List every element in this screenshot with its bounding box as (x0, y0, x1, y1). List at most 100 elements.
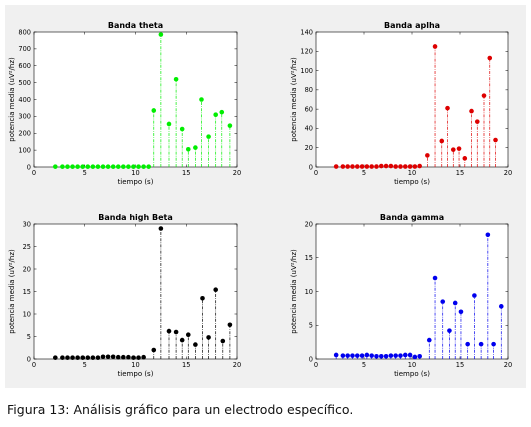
data-point (402, 352, 408, 358)
data-point (359, 353, 365, 358)
data-point (115, 354, 121, 360)
data-point (110, 354, 116, 360)
data-point (383, 163, 389, 169)
data-point (456, 146, 462, 151)
y-tick-label: 120 (300, 48, 313, 56)
data-point (60, 164, 65, 169)
y-axis-label: potencia media (uV²/hz) (290, 249, 298, 334)
data-point (333, 164, 339, 169)
data-point (53, 164, 58, 169)
data-point (350, 164, 355, 169)
plot-area (315, 31, 509, 168)
data-point (393, 353, 398, 358)
data-point (206, 134, 211, 139)
data-point (166, 121, 172, 127)
data-point (458, 309, 464, 315)
caption-text: Análisis gráfico para un electrodo espec… (69, 402, 354, 417)
x-axis-label: tiempo (s) (118, 370, 154, 378)
data-point (200, 295, 205, 301)
x-tick-label: 15 (456, 361, 464, 369)
data-point (65, 355, 70, 360)
data-point (136, 164, 141, 169)
y-tick-label: 15 (305, 254, 313, 262)
data-point (173, 329, 179, 335)
subplot-2: Banda aplha 0 5 10 15 20 0 20 40 60 80 100 120 140 tie… (290, 21, 512, 186)
data-point (378, 354, 384, 359)
y-tick-label: 0 (309, 163, 313, 171)
x-tick-label: 10 (131, 169, 139, 177)
data-point (100, 164, 106, 169)
data-point (450, 147, 456, 152)
x-tick-label: 5 (362, 169, 366, 177)
data-point (193, 342, 198, 347)
data-point (412, 354, 418, 360)
y-tick-label: 20 (305, 220, 313, 228)
y-tick-label: 10 (305, 288, 313, 296)
y-tick-label: 0 (27, 163, 31, 171)
data-point (166, 328, 172, 334)
x-tick-label: 10 (131, 361, 139, 369)
data-point (90, 355, 96, 360)
data-point (364, 352, 370, 358)
data-point (333, 352, 339, 358)
data-point (340, 164, 346, 169)
data-point (378, 163, 384, 169)
caption-label: Figura 13: (7, 402, 70, 417)
x-tick-label: 5 (83, 169, 87, 177)
data-point (179, 337, 185, 343)
figure-caption: Figura 13: Análisis gráfico para un elec… (7, 402, 353, 417)
data-point (136, 355, 141, 360)
data-point (498, 304, 504, 309)
data-point (393, 164, 398, 169)
data-point (439, 138, 445, 144)
y-tick-label: 400 (18, 96, 31, 104)
y-tick-label: 40 (305, 125, 313, 133)
data-point (219, 109, 225, 115)
y-tick-label: 700 (18, 45, 31, 53)
data-point (158, 32, 164, 37)
data-point (227, 123, 233, 128)
figure-panel: Banda theta 0 5 10 15 20 0 100 200 300 400 500 600 70… (5, 5, 526, 388)
data-point (110, 164, 116, 169)
y-axis-label: potencia media (uV²/hz) (290, 57, 298, 142)
x-tick-label: 0 (314, 169, 318, 177)
chart-title: Banda high Beta (98, 213, 173, 222)
data-point (478, 341, 484, 347)
data-point (374, 164, 379, 169)
x-tick-label: 5 (362, 361, 366, 369)
data-point (350, 353, 355, 358)
data-point (126, 354, 131, 360)
data-point (364, 164, 370, 169)
data-point (131, 164, 136, 169)
y-tick-label: 140 (300, 28, 313, 36)
data-point (491, 341, 496, 347)
data-point (80, 164, 86, 169)
data-point (75, 164, 80, 169)
y-tick-label: 5 (309, 322, 313, 330)
x-tick-label: 0 (32, 361, 36, 369)
chart-title: Banda theta (108, 21, 163, 30)
data-point (345, 353, 350, 358)
subplot-3: Banda high Beta 0 5 10 15 20 0 5 10 15 20 25 30 tiemp… (8, 213, 241, 378)
data-point (340, 353, 346, 358)
data-point (412, 164, 418, 169)
data-point (151, 347, 157, 353)
y-tick-label: 300 (18, 113, 31, 121)
data-point (462, 156, 468, 161)
data-point (354, 164, 360, 169)
data-point (417, 354, 422, 359)
data-point (354, 353, 360, 358)
data-point (158, 226, 164, 231)
data-point (131, 355, 136, 360)
data-point (199, 97, 204, 102)
x-axis-label: tiempo (s) (394, 370, 430, 378)
data-point (105, 354, 111, 360)
data-point (151, 108, 157, 113)
data-point (440, 299, 446, 304)
data-point (85, 355, 91, 360)
x-tick-label: 15 (182, 361, 190, 369)
data-point (398, 353, 403, 358)
data-point (402, 164, 408, 169)
